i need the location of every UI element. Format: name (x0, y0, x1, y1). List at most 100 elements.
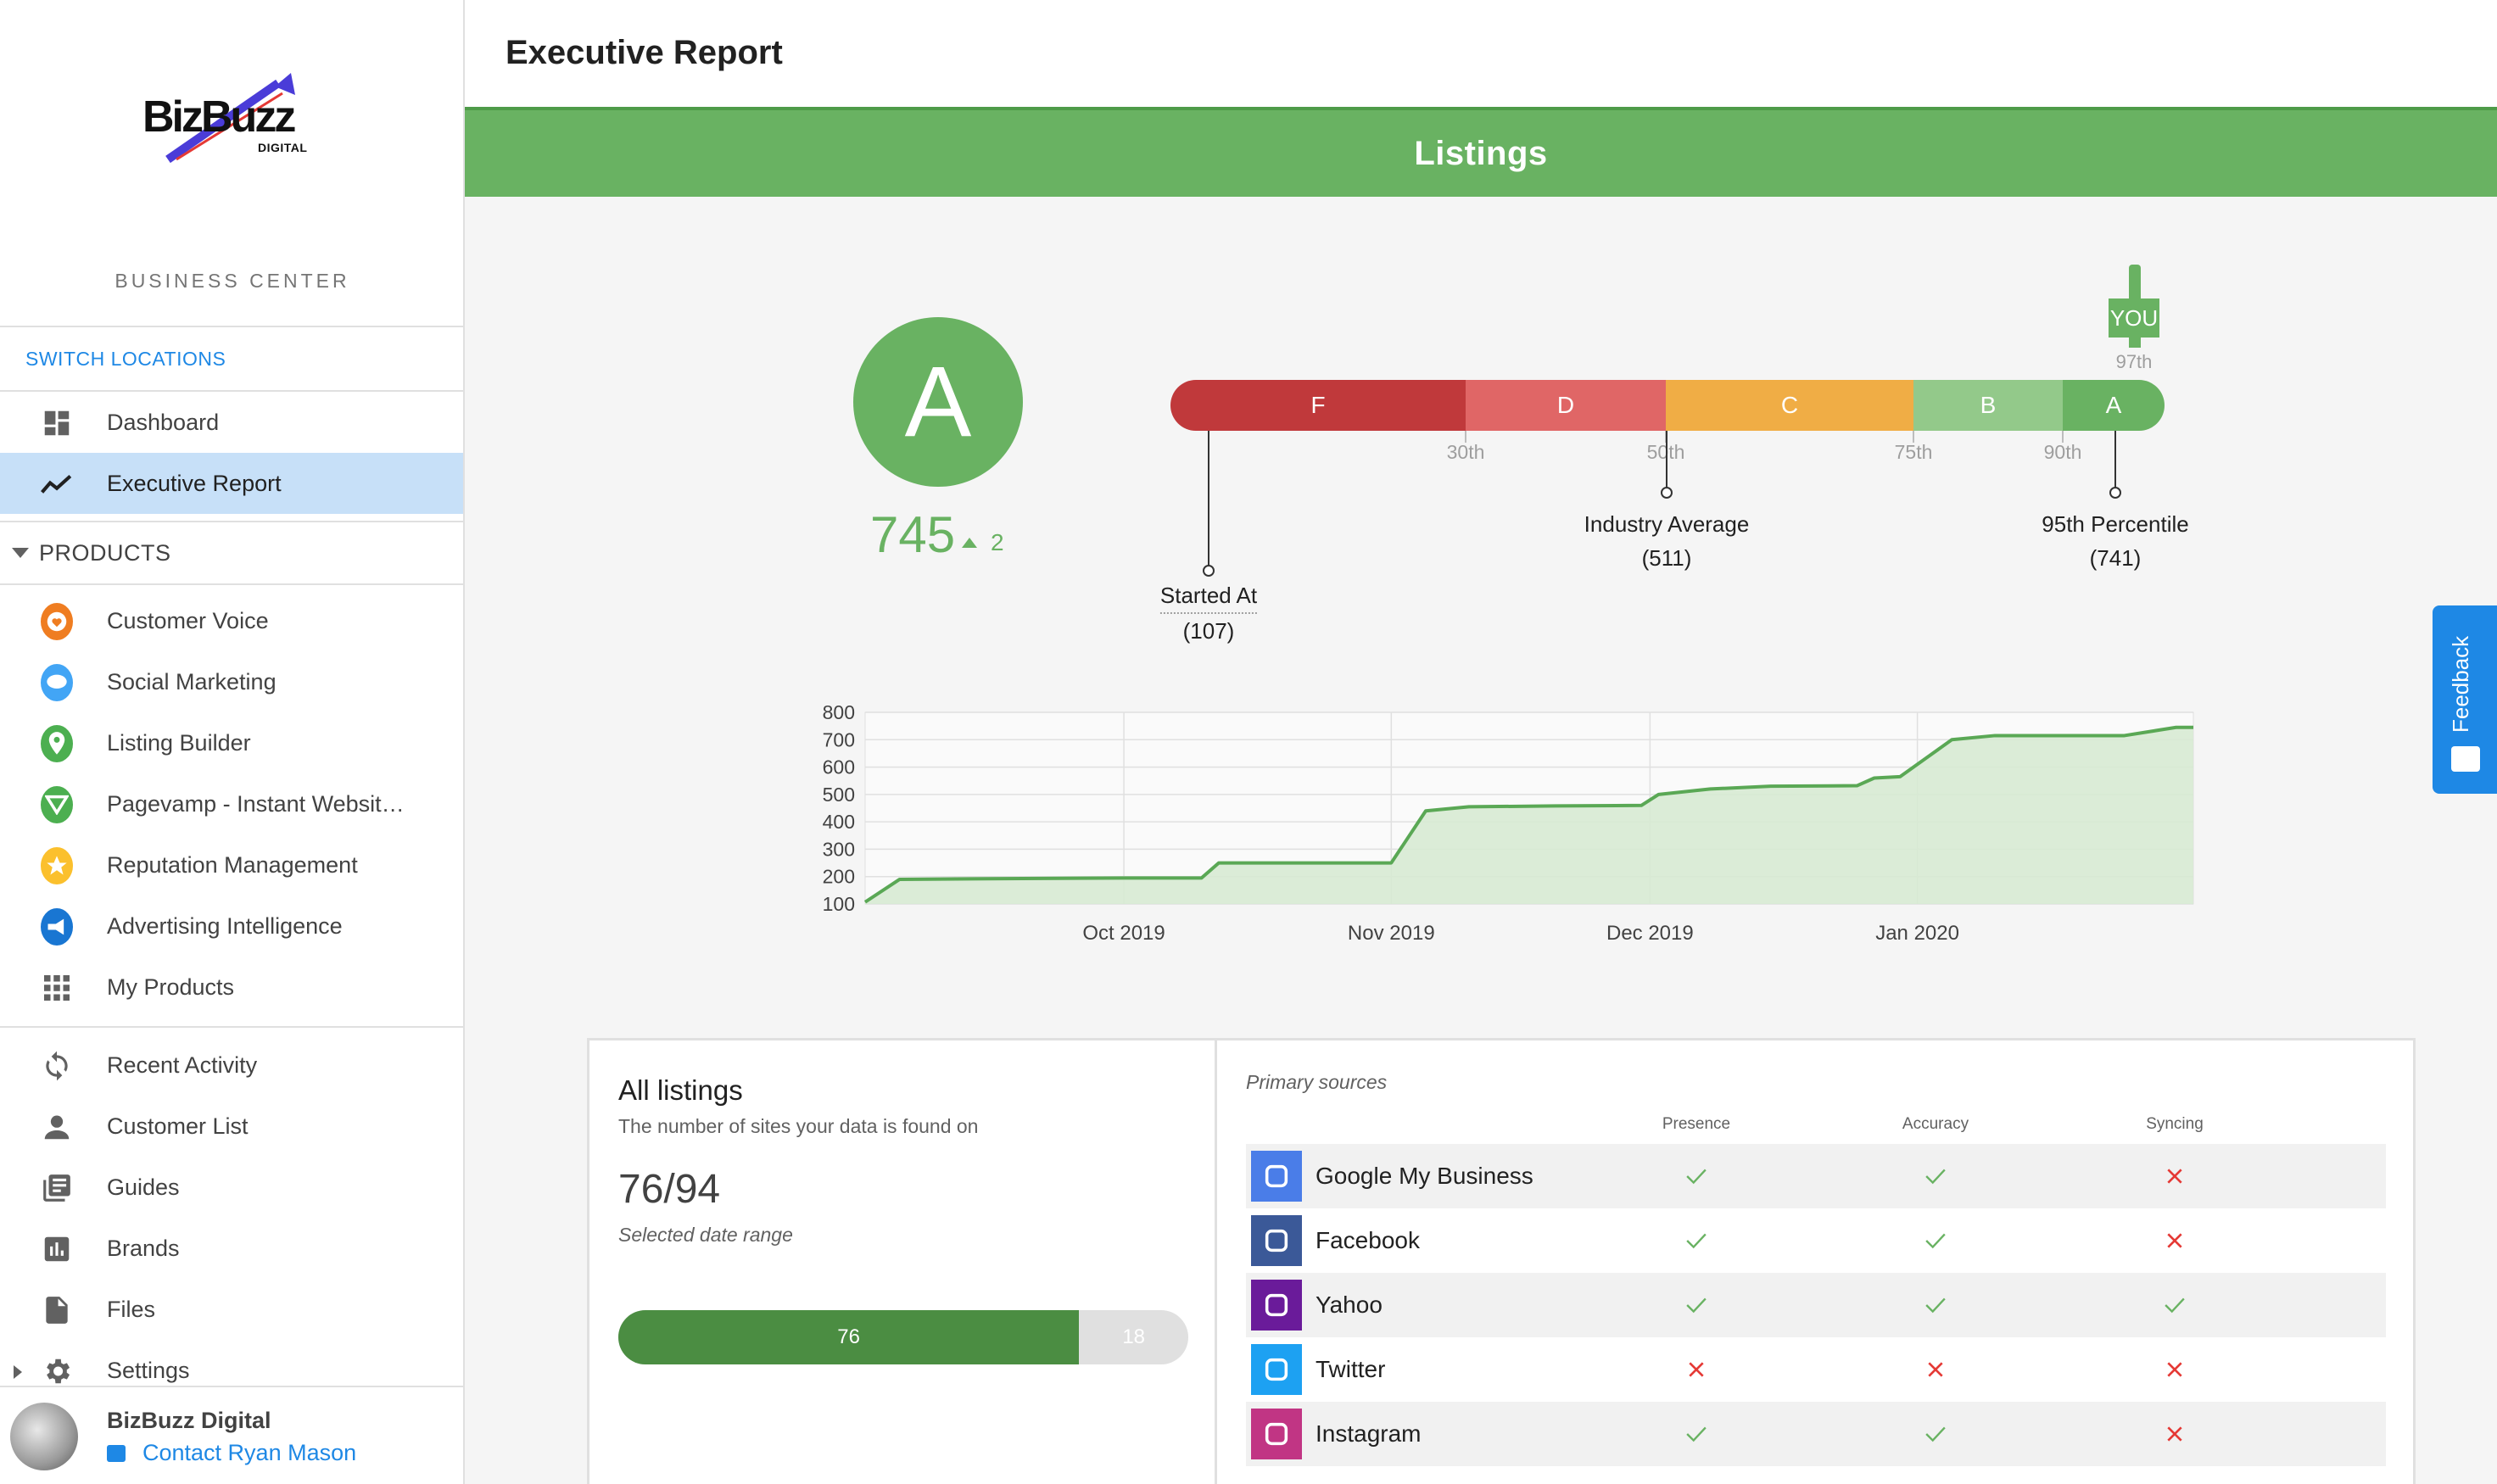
listings-progress-bar: 76 18 (618, 1310, 1188, 1364)
pagevamp-icon (41, 786, 73, 823)
grade-band-b: B (1913, 380, 2063, 431)
listing-score: 745 (870, 506, 956, 563)
nav-dashboard[interactable]: Dashboard (0, 392, 463, 453)
nav-label: Files (107, 1296, 156, 1322)
logo-subtext: DIGITAL (258, 141, 308, 154)
grid-icon (41, 972, 73, 1004)
cross-icon (1919, 1353, 1952, 1386)
all-listings-title: All listings (618, 1074, 743, 1106)
nav-label: My Products (107, 974, 235, 1000)
percentile-tick: 30th (1446, 441, 1485, 463)
source-name: Google My Business (1316, 1163, 1533, 1189)
top-bar: Executive Report (465, 0, 2497, 107)
grade-letter: A (904, 346, 972, 458)
nav-label: Brands (107, 1235, 180, 1261)
reputation-icon (41, 847, 73, 884)
source-name: Yahoo (1316, 1292, 1383, 1318)
check-icon (1679, 1159, 1713, 1193)
nav-label: Settings (107, 1357, 190, 1383)
listings-banner: Listings (465, 107, 2497, 197)
nav-settings[interactable]: Settings (0, 1340, 463, 1401)
all-listings-subtitle: The number of sites your data is found o… (618, 1115, 979, 1137)
nav-customer-voice[interactable]: Customer Voice (0, 590, 463, 651)
x-tick-label: Jan 2020 (1875, 922, 1959, 945)
nav-customer-list[interactable]: Customer List (0, 1096, 463, 1157)
95th-percentile-pin (2109, 487, 2121, 499)
y-tick-label: 400 (823, 811, 855, 833)
twitter-icon (1251, 1344, 1302, 1395)
nav-my-products[interactable]: My Products (0, 957, 463, 1018)
feedback-smiley-icon (2451, 746, 2480, 772)
nav-reputation-management[interactable]: Reputation Management (0, 834, 463, 895)
bizbuzz-logo[interactable]: BizBuzz DIGITAL (142, 68, 321, 178)
account-card: BizBuzz Digital Contact Ryan Mason (0, 1386, 463, 1484)
social-marketing-icon (41, 664, 73, 701)
nav-files[interactable]: Files (0, 1279, 463, 1340)
contact-link[interactable]: Contact Ryan Mason (107, 1440, 356, 1466)
source-name: Twitter (1316, 1356, 1386, 1382)
industry-average-marker: Industry Average (511) (1584, 507, 1750, 575)
account-name: BizBuzz Digital (107, 1408, 271, 1433)
grade-band-d: D (1466, 380, 1666, 431)
nav-label: Reputation Management (107, 851, 358, 878)
nav-recent-activity[interactable]: Recent Activity (0, 1035, 463, 1096)
cross-icon (2158, 1353, 2192, 1386)
advertising-icon (41, 908, 73, 946)
found-segment: 76 (618, 1310, 1080, 1364)
nav-label: Customer Voice (107, 607, 269, 633)
percentile-tick: 90th (2043, 441, 2082, 463)
logo-text: BizBuzz (142, 92, 296, 142)
sidebar: BizBuzz DIGITAL BUSINESS CENTER SWITCH L… (0, 0, 465, 1484)
y-tick-label: 100 (823, 893, 855, 915)
banner-title: Listings (1414, 134, 1548, 172)
y-tick-label: 800 (823, 701, 855, 723)
y-tick-label: 700 (823, 728, 855, 750)
all-listings-card: All listings The number of sites your da… (589, 1040, 1217, 1484)
facebook-icon (1251, 1215, 1302, 1266)
logo-arrow-icon (165, 73, 295, 164)
cross-icon (1679, 1353, 1713, 1386)
bar-chart-icon (41, 1233, 73, 1265)
nav-label: Customer List (107, 1113, 249, 1139)
nav-social-marketing[interactable]: Social Marketing (0, 651, 463, 712)
nav-label: Recent Activity (107, 1052, 258, 1078)
source-row[interactable]: Yahoo (1246, 1273, 2386, 1337)
check-icon (1679, 1224, 1713, 1258)
check-icon (1679, 1417, 1713, 1451)
switch-locations-link[interactable]: SWITCH LOCATIONS (25, 348, 226, 370)
missing-segment: 18 (1122, 1325, 1146, 1348)
products-section-toggle[interactable]: PRODUCTS (0, 522, 463, 583)
started-at-pin (1203, 565, 1215, 577)
contact-label: Contact Ryan Mason (142, 1440, 357, 1465)
y-tick-label: 600 (823, 756, 855, 778)
grade-badge: A (853, 317, 1023, 487)
nav-pagevamp[interactable]: Pagevamp - Instant Websit… (0, 773, 463, 834)
nav-brands[interactable]: Brands (0, 1218, 463, 1279)
x-tick-label: Nov 2019 (1348, 922, 1435, 945)
avatar[interactable] (10, 1403, 78, 1470)
95th-percentile-marker: 95th Percentile (741) (2042, 507, 2188, 575)
person-icon (41, 1111, 73, 1143)
feedback-label: Feedback (2448, 635, 2473, 733)
divider (0, 1026, 465, 1028)
y-tick-label: 200 (823, 866, 855, 888)
caret-right-icon (14, 1365, 22, 1379)
nav-label: Listing Builder (107, 729, 251, 756)
customer-voice-icon (41, 603, 73, 640)
started-at-marker: Started At (107) (1159, 578, 1258, 648)
page-title: Executive Report (506, 34, 783, 71)
source-row[interactable]: Instagram (1246, 1402, 2386, 1466)
nav-listing-builder[interactable]: Listing Builder (0, 712, 463, 773)
check-icon (1919, 1159, 1952, 1193)
nav-guides[interactable]: Guides (0, 1157, 463, 1218)
feedback-tab[interactable]: Feedback (2433, 605, 2497, 794)
source-row[interactable]: Google My Business (1246, 1144, 2386, 1208)
nav-advertising-intelligence[interactable]: Advertising Intelligence (0, 895, 463, 957)
nav-label: Guides (107, 1174, 180, 1200)
you-marker: YOU (2109, 265, 2159, 348)
all-listings-count: 76/94 (618, 1167, 721, 1212)
cross-icon (2158, 1417, 2192, 1451)
nav-executive-report[interactable]: Executive Report (0, 453, 463, 514)
source-row[interactable]: Facebook (1246, 1208, 2386, 1273)
source-row[interactable]: Twitter (1246, 1337, 2386, 1402)
